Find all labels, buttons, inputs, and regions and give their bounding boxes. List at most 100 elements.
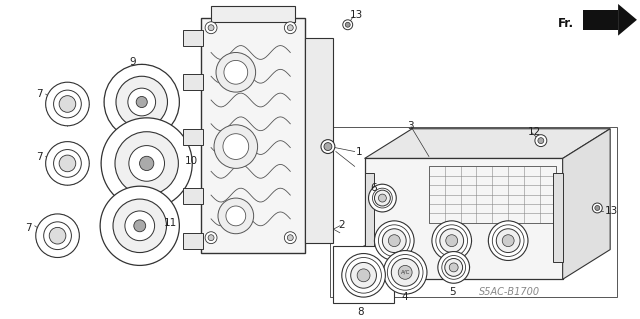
Circle shape [342,254,385,297]
Circle shape [287,25,293,31]
Circle shape [351,263,376,288]
Circle shape [372,188,392,208]
Text: 6: 6 [371,183,377,193]
Circle shape [374,221,414,261]
Circle shape [438,252,470,283]
Circle shape [442,256,465,279]
Text: 7: 7 [36,89,42,99]
Circle shape [101,118,192,209]
Circle shape [45,82,89,126]
Circle shape [492,225,524,256]
Bar [333,246,394,303]
Text: 13: 13 [349,10,363,20]
Circle shape [59,96,76,112]
Circle shape [382,229,406,253]
Circle shape [446,235,458,247]
Circle shape [218,198,253,234]
Circle shape [224,60,248,84]
Circle shape [140,156,154,171]
Bar [183,233,203,249]
Circle shape [432,221,472,261]
Circle shape [100,186,179,265]
Circle shape [115,132,179,195]
Circle shape [216,53,255,92]
Polygon shape [563,129,610,279]
Circle shape [104,64,179,140]
Bar [553,173,563,263]
Bar [305,38,333,243]
Circle shape [378,225,410,256]
Bar [183,30,203,46]
Circle shape [223,134,249,160]
Text: A/C: A/C [401,270,410,275]
Text: Fr.: Fr. [557,17,574,30]
Circle shape [440,229,463,253]
Circle shape [125,211,155,241]
Bar [183,74,203,90]
Text: 12: 12 [528,127,541,137]
Bar [365,173,374,263]
Circle shape [391,258,419,286]
Text: 4: 4 [402,292,408,302]
Circle shape [346,257,381,293]
Text: 9: 9 [130,57,136,67]
Circle shape [449,263,458,272]
Text: S5AC-B1700: S5AC-B1700 [479,287,540,297]
Circle shape [284,232,296,244]
Polygon shape [365,129,610,159]
Circle shape [502,235,514,247]
Circle shape [36,214,79,257]
Text: 7: 7 [25,223,31,233]
Text: 2: 2 [338,220,344,230]
Circle shape [321,140,335,153]
Circle shape [496,229,520,253]
Text: 3: 3 [407,121,414,131]
Circle shape [343,20,353,30]
Circle shape [205,22,217,34]
Circle shape [208,25,214,31]
Circle shape [208,235,214,241]
Circle shape [488,221,528,261]
Circle shape [113,199,166,253]
Circle shape [45,142,89,185]
Circle shape [214,125,258,168]
Circle shape [226,206,246,226]
Bar [183,188,203,204]
Circle shape [535,135,547,146]
Circle shape [374,190,390,206]
Circle shape [324,143,332,151]
Bar [211,6,295,22]
Circle shape [59,155,76,172]
Bar [429,167,556,223]
Text: 1: 1 [356,146,362,157]
Circle shape [128,88,156,116]
Text: 7: 7 [36,152,42,161]
Bar [584,10,618,30]
Circle shape [593,203,602,213]
Circle shape [284,22,296,34]
Text: 10: 10 [184,157,198,167]
Circle shape [134,220,146,232]
Text: 8: 8 [357,307,364,317]
Circle shape [388,235,400,247]
Circle shape [129,145,164,181]
Circle shape [445,258,463,276]
Circle shape [205,232,217,244]
Circle shape [436,225,468,256]
Circle shape [44,222,72,249]
Circle shape [345,22,350,27]
Circle shape [49,227,66,244]
Circle shape [378,194,387,202]
Text: 5: 5 [449,287,456,297]
Bar [201,18,305,253]
Circle shape [369,184,396,212]
Circle shape [54,90,81,118]
Circle shape [387,255,423,290]
Polygon shape [618,4,637,36]
Text: 13: 13 [605,206,618,216]
Circle shape [383,250,427,294]
Circle shape [357,269,370,282]
Circle shape [595,205,600,211]
Bar [183,129,203,145]
Circle shape [54,150,81,177]
